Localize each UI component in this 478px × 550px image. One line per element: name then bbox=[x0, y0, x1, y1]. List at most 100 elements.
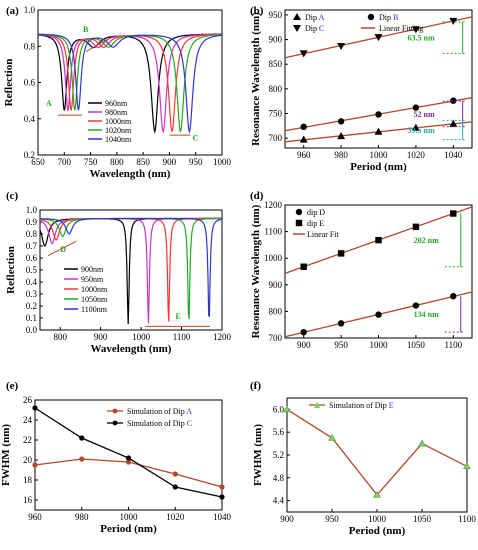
x-tick-label: 1000 bbox=[132, 332, 151, 342]
data-point bbox=[373, 490, 381, 498]
x-tick-label: 1020 bbox=[166, 512, 185, 522]
y-tick-label: 0.7 bbox=[26, 241, 38, 251]
data-point bbox=[375, 236, 382, 244]
legend-marker bbox=[112, 408, 118, 414]
arrow-B bbox=[85, 38, 109, 53]
panel-c: (c) 800 900 1000 1100 1200 0.0 0.1 0.2 0.3 0.4 0.5 0… bbox=[5, 190, 232, 355]
plot-frame bbox=[34, 399, 223, 511]
y-tick-label: 0.6 bbox=[24, 78, 36, 88]
x-tick-label: 1040 bbox=[444, 150, 463, 160]
data-point bbox=[172, 484, 178, 490]
x-tick-label: 960 bbox=[28, 512, 42, 522]
legend-entry: 1000nm bbox=[105, 117, 132, 126]
data-point bbox=[463, 462, 471, 470]
series-line bbox=[286, 408, 468, 496]
y-tick-label: 18 bbox=[23, 475, 33, 485]
x-tick-label: 1000 bbox=[213, 157, 232, 167]
y-tick-label: 900 bbox=[269, 280, 283, 290]
legend-entry: 950nm bbox=[81, 275, 104, 284]
series-line-900nm bbox=[39, 217, 222, 325]
data-point bbox=[283, 405, 291, 413]
x-tick-label: 1100 bbox=[173, 332, 191, 342]
legend-entry: Dip A bbox=[305, 13, 325, 22]
data-point bbox=[412, 302, 420, 309]
data-point bbox=[337, 250, 345, 257]
data-point bbox=[328, 433, 336, 441]
data-point bbox=[412, 104, 420, 111]
annotation-C: C bbox=[193, 134, 199, 143]
x-tick-label: 980 bbox=[75, 512, 89, 522]
y-tick-label: 26 bbox=[23, 395, 33, 405]
legend-entry: 980nm bbox=[105, 108, 128, 117]
x-tick-label: 1000 bbox=[120, 512, 139, 522]
y-axis-label: Resonance Wavelength (nm) bbox=[250, 12, 262, 146]
span-label: 202 nm bbox=[414, 236, 439, 245]
x-tick-label: 980 bbox=[334, 150, 348, 160]
data-point bbox=[79, 456, 85, 462]
series-line-1100nm bbox=[40, 217, 223, 318]
data-point bbox=[337, 42, 346, 50]
y-tick-label: 4.8 bbox=[273, 473, 285, 483]
panel-a: (a) 650 700 750 800 850 900 950 1000 0.2 0.4 0.6 0.8… bbox=[3, 5, 232, 180]
panel-d: (d) 900 950 1000 1050 1100 700 800 900 1000 1100 12… bbox=[250, 190, 473, 350]
annotation-B: B bbox=[83, 25, 89, 34]
data-point bbox=[293, 25, 301, 32]
x-tick-label: 900 bbox=[94, 332, 108, 342]
y-tick-label: 1.0 bbox=[26, 205, 38, 215]
y-tick-label: 0.9 bbox=[26, 217, 38, 227]
y-tick-label: 0.4 bbox=[24, 114, 36, 124]
y-tick-label: 1.0 bbox=[24, 5, 36, 15]
y-axis-label: Resonance Wavelength (nm) bbox=[250, 204, 262, 338]
x-axis-label: Period (nm) bbox=[350, 161, 407, 173]
annotation-D: D bbox=[60, 245, 66, 254]
y-tick-label: 0.8 bbox=[24, 41, 36, 51]
data-point bbox=[375, 311, 382, 318]
legend-entry: Dip C bbox=[305, 24, 324, 33]
x-tick-label: 800 bbox=[110, 157, 124, 167]
y-tick-label: 700 bbox=[269, 333, 283, 343]
data-point bbox=[300, 123, 307, 131]
y-axis-label: Reflection bbox=[3, 59, 15, 107]
x-tick-label: 900 bbox=[163, 157, 177, 167]
data-point bbox=[300, 328, 307, 336]
y-tick-label: 0.6 bbox=[26, 253, 38, 263]
x-tick-label: 650 bbox=[31, 157, 45, 167]
x-tick-label: 1000 bbox=[370, 150, 389, 160]
legend-entry: 1000nm bbox=[81, 285, 108, 294]
y-tick-label: 750 bbox=[269, 109, 283, 119]
panel-label: (a) bbox=[6, 5, 19, 17]
x-tick-label: 1100 bbox=[458, 514, 476, 524]
x-tick-label: 950 bbox=[325, 514, 339, 524]
data-point bbox=[337, 320, 345, 327]
span-label: 134 nm bbox=[414, 310, 439, 319]
data-point bbox=[374, 127, 383, 135]
data-point bbox=[125, 455, 132, 461]
x-tick-label: 1020 bbox=[407, 150, 426, 160]
legend-marker bbox=[112, 420, 118, 426]
x-tick-label: 1050 bbox=[413, 514, 432, 524]
y-tick-label: 5.2 bbox=[273, 450, 284, 460]
x-tick-label: 950 bbox=[189, 157, 203, 167]
data-point bbox=[295, 219, 303, 227]
x-axis-label: Wavelength (nm) bbox=[90, 168, 171, 180]
data-point bbox=[299, 135, 308, 143]
y-tick-label: 22 bbox=[23, 435, 32, 445]
plot-frame bbox=[39, 209, 223, 331]
panel-label: (f) bbox=[250, 380, 261, 392]
legend-entry: dip E bbox=[307, 219, 324, 228]
panel-label: (e) bbox=[6, 380, 19, 392]
y-tick-label: 0.2 bbox=[26, 301, 37, 311]
y-tick-label: 950 bbox=[269, 10, 283, 20]
y-tick-label: 800 bbox=[269, 84, 283, 94]
y-tick-label: 16 bbox=[23, 495, 33, 505]
legend-entry: Simulation of Dip E bbox=[329, 401, 394, 410]
data-point bbox=[411, 26, 420, 34]
panel-label: (c) bbox=[6, 190, 19, 202]
y-tick-label: 0.4 bbox=[26, 277, 38, 287]
y-tick-label: 6.0 bbox=[273, 404, 285, 414]
legend-entry: Linear Fitting bbox=[379, 24, 423, 33]
arrow-D bbox=[47, 240, 77, 257]
data-point bbox=[299, 50, 308, 58]
legend-entry: 1050nm bbox=[81, 295, 108, 304]
